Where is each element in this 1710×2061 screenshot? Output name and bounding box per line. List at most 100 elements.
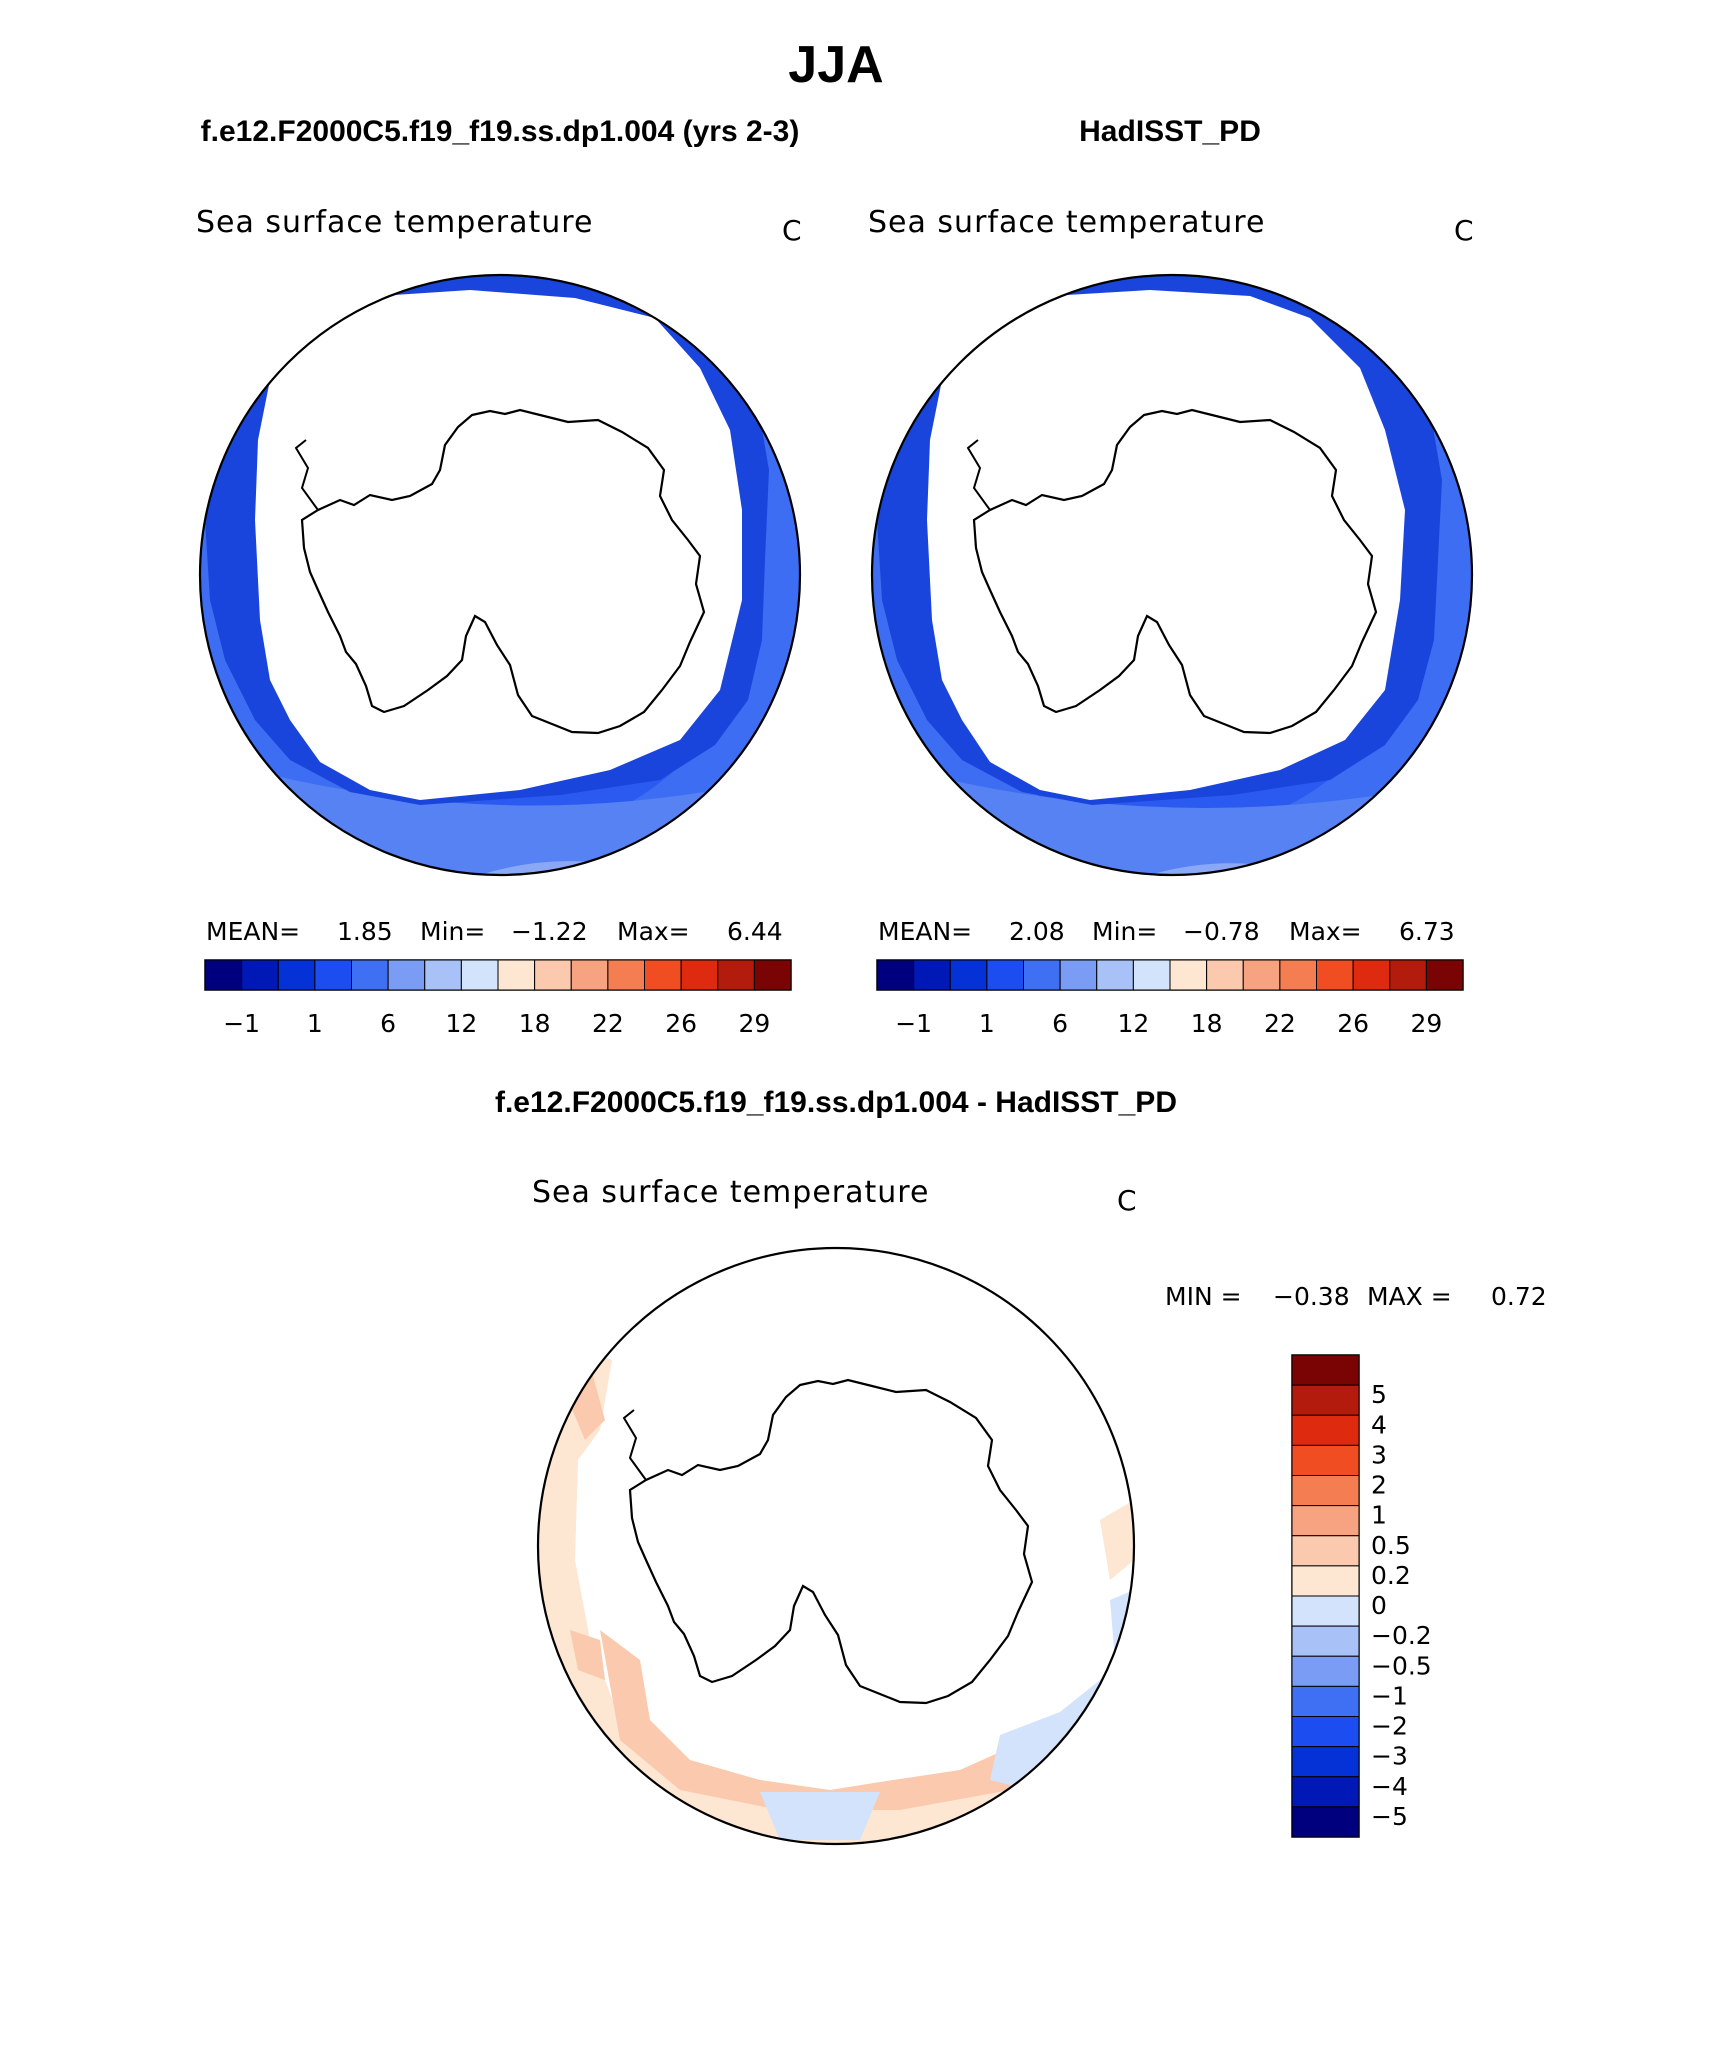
panel-model-min-label: Min= xyxy=(420,917,485,946)
panel-model-colorbar-swatch xyxy=(387,959,426,991)
panel-diff-min-value: −0.38 xyxy=(1273,1282,1350,1311)
panel-obs-colorbar-swatch xyxy=(1389,959,1427,991)
panel-model-colorbar-swatch xyxy=(717,959,755,991)
panel-obs: Sea surface temperature C MEAN= 2.08 Min… xyxy=(868,205,1474,991)
panel-diff-colorbar-swatch xyxy=(1291,1475,1360,1507)
panel-diff-colorbar-swatch xyxy=(1291,1565,1360,1597)
panel-model-colorbar-swatch xyxy=(460,959,499,991)
panel-obs-colorbar-tick-label: 1 xyxy=(979,1009,995,1038)
panel-model-min-value: −1.22 xyxy=(511,917,588,946)
panel-model-colorbar-swatch xyxy=(351,959,389,991)
panel-diff-colorbar-tick-label: 0 xyxy=(1371,1591,1387,1620)
panel-model-colorbar-swatch xyxy=(204,959,243,991)
panel-diff-colorbar-tick-label: −0.5 xyxy=(1371,1651,1432,1680)
left-case-title: f.e12.F2000C5.f19_f19.ss.dp1.004 (yrs 2-… xyxy=(201,115,800,148)
panel-diff-colorbar-tick-label: −2 xyxy=(1371,1712,1408,1741)
panel-obs-units: C xyxy=(1454,214,1474,247)
panel-model-colorbar-tick-label: 12 xyxy=(445,1009,477,1038)
colorbar-layer: −1 1 6 12 18 22 26 29 −1 1 6 12 18 22 26 29543210.50.20… xyxy=(204,959,1464,1838)
panel-diff-colorbar-tick-label: 3 xyxy=(1371,1440,1387,1469)
panel-obs-mean-label: MEAN= xyxy=(878,917,972,946)
panel-obs-colorbar-swatch xyxy=(1059,959,1098,991)
panel-model-colorbar-swatch xyxy=(753,959,792,991)
panel-model-colorbar-swatch xyxy=(314,959,352,991)
panel-model-colorbar-swatch xyxy=(497,959,536,991)
panel-diff: Sea surface temperature C MIN = −0.38 MA… xyxy=(532,1175,1547,1846)
panel-model-max-value: 6.44 xyxy=(727,917,783,946)
panel-obs-min-value: −0.78 xyxy=(1183,917,1260,946)
panel-diff-title: Sea surface temperature xyxy=(532,1175,929,1210)
panel-model-units: C xyxy=(782,214,802,247)
panel-diff-max-label: MAX = xyxy=(1367,1282,1452,1311)
panel-diff-colorbar-swatch xyxy=(1291,1414,1360,1446)
panel-diff-antarctica-coast xyxy=(628,1378,1034,1705)
panel-diff-max-value: 0.72 xyxy=(1491,1282,1547,1311)
panel-diff-colorbar-swatch xyxy=(1291,1716,1360,1748)
panel-model-colorbar-tick-label: −1 xyxy=(223,1009,260,1038)
panel-obs-colorbar-swatch xyxy=(1316,959,1354,991)
panel-model-max-label: Max= xyxy=(617,917,690,946)
panel-diff-colorbar-tick-label: 4 xyxy=(1371,1410,1387,1439)
panel-obs-antarctica-coast xyxy=(972,408,1378,735)
panel-diff-colorbar-swatch xyxy=(1291,1384,1360,1416)
panel-diff-colorbar-swatch xyxy=(1291,1505,1360,1537)
panel-model-colorbar-tick-label: 6 xyxy=(380,1009,396,1038)
panel-obs-colorbar-tick-label: 26 xyxy=(1337,1009,1369,1038)
panel-diff-colorbar-tick-label: 2 xyxy=(1371,1471,1387,1500)
panel-diff-colorbar-swatch xyxy=(1291,1595,1360,1627)
panel-model-colorbar-swatch xyxy=(424,959,462,991)
panel-model-boundary xyxy=(198,273,802,877)
panel-diff-colorbar-tick-label: −1 xyxy=(1371,1681,1408,1710)
panel-obs-colorbar-tick-label: 6 xyxy=(1052,1009,1068,1038)
panel-diff-peninsula xyxy=(622,1409,647,1481)
panel-obs-colorbar-swatch xyxy=(1206,959,1244,991)
panel-obs-colorbar-swatch xyxy=(949,959,988,991)
panel-model-colorbar-tick-label: 18 xyxy=(519,1009,551,1038)
panel-diff-colorbar-tick-label: 1 xyxy=(1371,1501,1387,1530)
panel-diff-field xyxy=(538,1248,1134,1844)
panel-diff-colorbar-tick-label: 5 xyxy=(1371,1380,1387,1409)
panel-obs-peninsula xyxy=(966,439,991,511)
panel-model-colorbar-swatch xyxy=(570,959,609,991)
panel-obs-colorbar-swatch xyxy=(1169,959,1208,991)
panel-obs-colorbar-swatch xyxy=(1279,959,1317,991)
panel-model-peninsula xyxy=(294,439,319,511)
panel-obs-title: Sea surface temperature xyxy=(868,205,1265,240)
panel-diff-colorbar-tick-label: −0.2 xyxy=(1371,1621,1432,1650)
panel-model-mean-label: MEAN= xyxy=(206,917,300,946)
panel-obs-colorbar-swatch xyxy=(913,959,951,991)
right-case-title: HadISST_PD xyxy=(1079,115,1261,148)
panel-diff-colorbar-tick-label: 0.5 xyxy=(1371,1531,1411,1560)
panel-diff-colorbar-swatch xyxy=(1291,1776,1360,1808)
panel-diff-colorbar-swatch xyxy=(1291,1444,1360,1476)
panel-obs-colorbar-swatch xyxy=(1023,959,1061,991)
panel-obs-colorbar-swatch xyxy=(1132,959,1171,991)
panel-obs-max-value: 6.73 xyxy=(1399,917,1455,946)
panel-model-mean-value: 1.85 xyxy=(337,917,393,946)
panel-diff-colorbar-swatch xyxy=(1291,1746,1360,1778)
panel-model-title: Sea surface temperature xyxy=(196,205,593,240)
panel-model-colorbar-tick-label: 29 xyxy=(738,1009,770,1038)
panel-obs-colorbar-tick-label: 18 xyxy=(1191,1009,1223,1038)
panel-model-field xyxy=(200,275,800,875)
panel-diff-colorbar-swatch xyxy=(1291,1354,1360,1386)
panel-diff-boundary xyxy=(536,1246,1136,1846)
panel-model-colorbar-swatch xyxy=(680,959,719,991)
diff-case-title: f.e12.F2000C5.f19_f19.ss.dp1.004 - HadIS… xyxy=(495,1086,1177,1119)
panel-obs-colorbar-swatch xyxy=(876,959,915,991)
panel-model-colorbar-swatch xyxy=(644,959,682,991)
panel-diff-colorbar-swatch xyxy=(1291,1625,1360,1657)
panel-model-colorbar-tick-label: 1 xyxy=(307,1009,323,1038)
panel-obs-mean-value: 2.08 xyxy=(1009,917,1065,946)
panel-diff-colorbar-tick-label: 0.2 xyxy=(1371,1561,1411,1590)
panel-model-colorbar-tick-label: 22 xyxy=(592,1009,624,1038)
panel-diff-colorbar-swatch xyxy=(1291,1685,1360,1717)
panel-diff-min-label: MIN = xyxy=(1165,1282,1242,1311)
panel-model-colorbar-swatch xyxy=(534,959,572,991)
panel-obs-colorbar-swatch xyxy=(986,959,1024,991)
panel-obs-colorbar-tick-label: 29 xyxy=(1410,1009,1442,1038)
panel-obs-colorbar-tick-label: −1 xyxy=(895,1009,932,1038)
panel-model-colorbar-swatch xyxy=(277,959,316,991)
panel-obs-max-label: Max= xyxy=(1289,917,1362,946)
